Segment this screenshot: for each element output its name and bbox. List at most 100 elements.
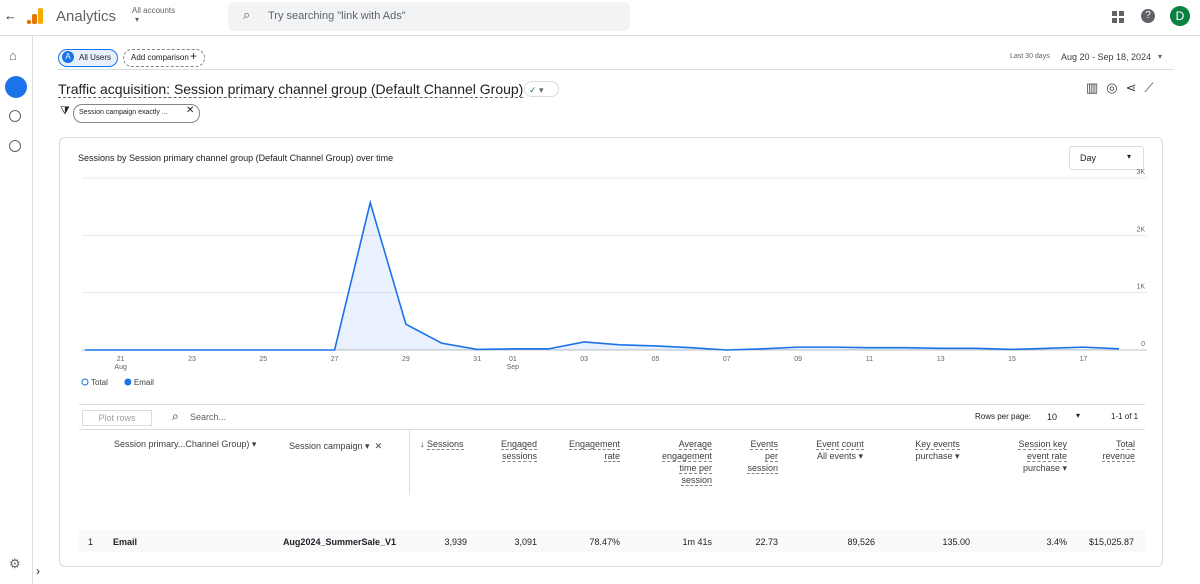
table-top-border — [79, 404, 1145, 405]
x-month-label: Aug — [114, 364, 127, 371]
x-tick-label: 17 — [1079, 356, 1087, 363]
nav-expand[interactable]: › — [36, 564, 40, 578]
x-month-label: Sep — [507, 364, 520, 371]
add-comparison-label: Add comparison — [131, 53, 189, 62]
table-cell: 1m 41s — [682, 537, 712, 547]
x-tick-label: 01 — [509, 356, 517, 363]
line — [85, 199, 1120, 351]
table-cell: Email — [113, 537, 138, 547]
date-caret: ▾ — [1158, 52, 1163, 61]
top-bar — [0, 0, 1200, 36]
column-header[interactable]: Session primary...Channel Group) ▾ — [114, 439, 257, 449]
legend-marker — [81, 378, 89, 386]
table-search[interactable]: Search... — [190, 412, 227, 422]
column-header[interactable]: ↓ Sessions — [420, 439, 464, 450]
x-tick-label: 25 — [259, 356, 267, 363]
nav-advertising[interactable] — [9, 140, 21, 152]
y-tick-label: 2K — [1136, 226, 1145, 233]
column-header[interactable]: Events per session — [747, 439, 778, 474]
filter-icon: ⧩ — [60, 105, 70, 117]
legend-marker — [124, 378, 132, 386]
table-cell: 78.47% — [589, 537, 620, 547]
x-tick-label: 09 — [794, 356, 802, 363]
area — [85, 202, 1119, 350]
chart-title: Sessions by Session primary channel grou… — [78, 153, 394, 163]
nav-home[interactable]: ⌂ — [9, 48, 17, 63]
column-header[interactable]: Key events purchase ▾ — [915, 439, 960, 461]
header-border — [79, 429, 1145, 430]
x-tick-label: 15 — [1008, 356, 1016, 363]
x-tick-label: 29 — [402, 356, 410, 363]
x-tick-label: 05 — [652, 356, 660, 363]
y-tick-label: 1K — [1136, 284, 1145, 291]
table-row — [79, 530, 1145, 552]
chart: 0 1K 2K 3K 21 23 25 27 29 31 01 03 05 07 09 11 13 15 17 Aug… — [81, 169, 1147, 387]
apps-icon[interactable] — [1111, 10, 1125, 24]
left-nav — [0, 36, 33, 584]
filter-close[interactable]: ✕ — [186, 105, 195, 116]
column-header[interactable]: Total revenue — [1102, 439, 1135, 462]
add-icon: + — [190, 49, 198, 63]
avatar[interactable]: D — [1170, 6, 1190, 26]
report-title-text: Traffic acquisition: Session primary cha… — [58, 81, 524, 97]
add-comparison[interactable] — [123, 49, 205, 67]
legend-label: Email — [134, 378, 154, 387]
table-cell: 135.00 — [942, 537, 970, 547]
x-tick-label: 07 — [723, 356, 731, 363]
x-tick-label: 23 — [188, 356, 196, 363]
app-name: Analytics — [56, 8, 117, 25]
column-header[interactable]: Event count All events ▾ — [816, 439, 864, 461]
toolbar-icons[interactable]: ▥◎⋖⟋ — [1086, 80, 1162, 95]
search-placeholder: Try searching "link with Ads" — [268, 10, 406, 22]
table-cell: 3,091 — [514, 537, 537, 547]
account-picker[interactable]: All accounts — [132, 6, 176, 15]
rows-per-page[interactable]: 10 — [1047, 412, 1058, 422]
report-title[interactable]: Traffic acquisition: Session primary cha… — [58, 81, 524, 98]
x-tick-label: 03 — [580, 356, 588, 363]
back-button[interactable]: ← — [4, 8, 17, 23]
segment-badge: A — [62, 51, 74, 63]
x-tick-label: 27 — [331, 356, 339, 363]
legend-label: Total — [91, 378, 108, 387]
column-header[interactable]: Average engagement time per session — [661, 439, 712, 486]
interval-select[interactable] — [1069, 146, 1144, 170]
nav-settings[interactable]: ⚙ — [9, 556, 21, 571]
range-label: Last 30 days — [1010, 53, 1050, 60]
interval-label: Day — [1080, 153, 1097, 163]
column-header[interactable]: Session campaign ▾ ✕ — [289, 441, 383, 451]
column-header[interactable]: Session key event rate purchase ▾ — [1018, 439, 1067, 473]
date-range[interactable]: Aug 20 - Sep 18, 2024 — [1061, 52, 1152, 62]
x-tick-label: 31 — [473, 356, 481, 363]
nav-explore[interactable] — [9, 110, 21, 122]
title-status[interactable]: ✓ ▾ — [524, 81, 559, 97]
interval-caret: ▾ — [1127, 152, 1132, 161]
rows-caret: ▾ — [1076, 411, 1081, 420]
table-search-icon: ⌕ — [172, 409, 179, 423]
search-box[interactable] — [228, 2, 630, 31]
plot-rows-button[interactable]: Plot rows — [82, 410, 152, 426]
table-cell: 3,939 — [444, 537, 467, 547]
column-header[interactable]: Engagement rate — [568, 439, 620, 462]
dim-metric-divider — [409, 430, 410, 495]
account-caret: ▾ — [135, 15, 140, 24]
y-tick-label: 0 — [1141, 341, 1145, 348]
rows-per-page-label: Rows per page: — [975, 412, 1032, 421]
table-cell: 22.73 — [755, 537, 778, 547]
filter-label: Session campaign exactly ... — [79, 109, 168, 116]
chart-card — [59, 137, 1163, 567]
toolbar-divider — [58, 69, 1174, 70]
segment-label: All Users — [79, 53, 112, 62]
table-cell: Aug2024_SummerSale_V1 — [282, 537, 396, 547]
x-tick-label: 13 — [937, 356, 945, 363]
logo — [26, 8, 43, 25]
pagination: 1-1 of 1 — [1111, 412, 1139, 421]
y-tick-label: 3K — [1136, 169, 1145, 176]
x-tick-label: 21 — [117, 356, 125, 363]
nav-reports[interactable] — [5, 76, 27, 98]
table-cell: 89,526 — [847, 537, 875, 547]
x-tick-label: 11 — [866, 356, 873, 363]
help-icon[interactable]: ? — [1141, 9, 1155, 23]
filter-chip[interactable] — [73, 104, 200, 123]
column-header[interactable]: Engaged sessions — [500, 439, 537, 462]
